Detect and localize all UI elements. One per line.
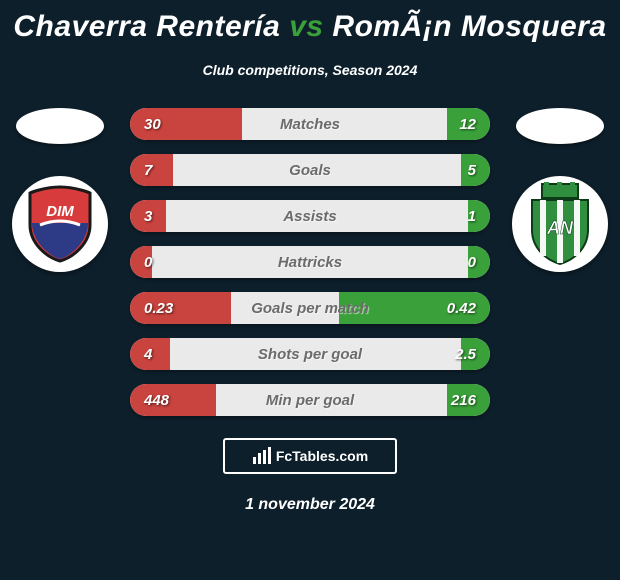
stat-value-left: 448: [144, 392, 169, 409]
stat-value-left: 30: [144, 116, 161, 133]
stat-label: Matches: [280, 116, 340, 133]
stat-value-right: 0: [468, 254, 476, 271]
stat-label: Hattricks: [278, 254, 342, 271]
stat-bar: 0.23 0.42 Goals per match: [130, 292, 490, 324]
svg-text:DIM: DIM: [46, 203, 74, 220]
stat-value-right: 216: [451, 392, 476, 409]
stat-fill-left: [130, 384, 216, 416]
stat-bar: 3 1 Assists: [130, 200, 490, 232]
right-column: AN: [510, 108, 610, 272]
left-club-badge: DIM: [12, 176, 108, 272]
left-flag-oval: [16, 108, 104, 144]
stat-bar: 4 2.5 Shots per goal: [130, 338, 490, 370]
vs-label: vs: [289, 10, 332, 43]
right-club-badge: AN: [512, 176, 608, 272]
brand-logo[interactable]: FcTables.com: [223, 438, 397, 474]
stat-label: Assists: [283, 208, 336, 225]
stat-label: Goals: [289, 162, 331, 179]
stat-label: Shots per goal: [258, 346, 362, 363]
right-flag-oval: [516, 108, 604, 144]
player-right-name: RomÃ¡n Mosquera: [332, 10, 606, 43]
stat-value-left: 0: [144, 254, 152, 271]
dim-shield-icon: DIM: [24, 185, 96, 263]
stat-value-right: 1: [468, 208, 476, 225]
stat-label: Min per goal: [266, 392, 354, 409]
bar-chart-icon: [252, 447, 272, 465]
stat-value-left: 7: [144, 162, 152, 179]
svg-text:AN: AN: [546, 218, 574, 238]
date-label: 1 november 2024: [0, 496, 620, 514]
main-row: DIM 30 12 Matches 7 5 Goals 3 1 Assists 0 0 Hattric…: [0, 108, 620, 430]
an-shield-icon: AN: [520, 182, 600, 266]
player-left-name: Chaverra Rentería: [13, 10, 280, 43]
stat-bar: 448 216 Min per goal: [130, 384, 490, 416]
stat-value-left: 0.23: [144, 300, 173, 317]
comparison-title: Chaverra Rentería vs RomÃ¡n Mosquera: [0, 0, 620, 44]
left-column: DIM: [10, 108, 110, 272]
stat-bar: 0 0 Hattricks: [130, 246, 490, 278]
brand-text: FcTables.com: [276, 448, 368, 464]
stat-bar: 30 12 Matches: [130, 108, 490, 140]
stat-value-right: 5: [468, 162, 476, 179]
stat-value-right: 12: [459, 116, 476, 133]
stat-value-right: 2.5: [455, 346, 476, 363]
subtitle: Club competitions, Season 2024: [0, 62, 620, 78]
stat-value-left: 4: [144, 346, 152, 363]
stat-label: Goals per match: [251, 300, 369, 317]
stat-bar: 7 5 Goals: [130, 154, 490, 186]
stats-column: 30 12 Matches 7 5 Goals 3 1 Assists 0 0 Hattricks 0.…: [110, 108, 510, 430]
stat-value-left: 3: [144, 208, 152, 225]
stat-value-right: 0.42: [447, 300, 476, 317]
